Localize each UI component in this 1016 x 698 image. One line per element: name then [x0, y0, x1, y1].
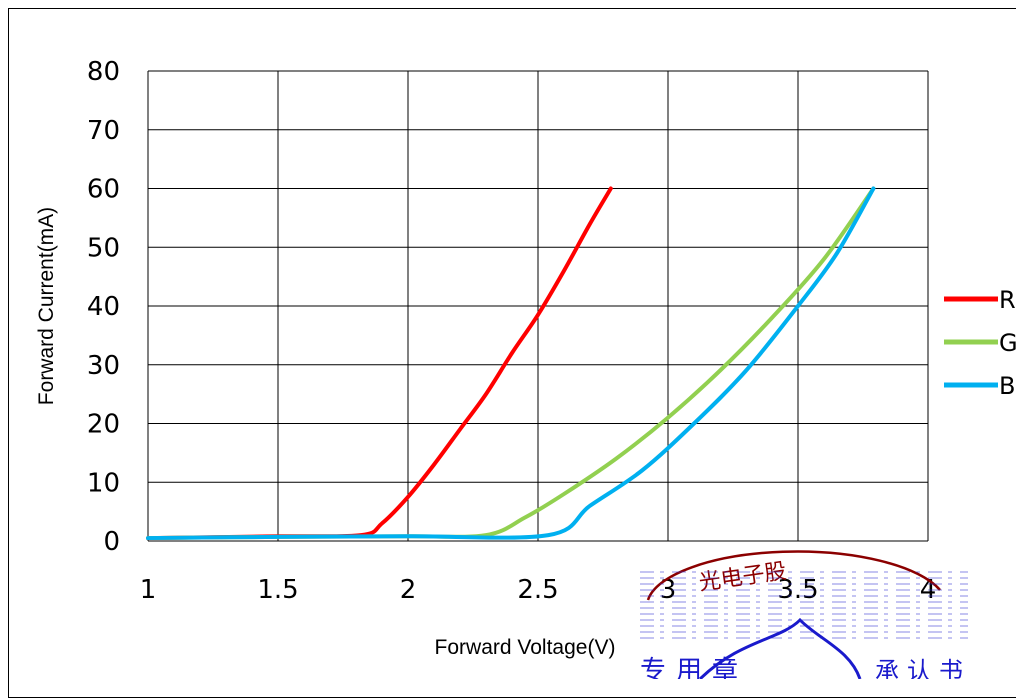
x-tick-label: 3: [660, 575, 677, 605]
legend-label-g: G: [999, 329, 1016, 357]
legend: RGB: [944, 286, 1016, 400]
series-lines: [146, 186, 876, 541]
y-tick-label: 0: [103, 527, 120, 557]
x-tick-label: 1.5: [257, 575, 298, 605]
y-axis-title: Forward Current(mA): [35, 207, 58, 405]
series-line-b: [146, 186, 876, 541]
y-tick-label: 60: [87, 175, 120, 205]
y-tick-label: 30: [87, 351, 120, 381]
x-axis-title: Forward Voltage(V): [435, 636, 616, 659]
x-tick-labels: 1 1.5 2 2.5 3 3.5 4: [140, 575, 937, 605]
stamp-side-text: 承认书: [875, 657, 971, 679]
legend-label-r: R: [999, 286, 1016, 314]
x-tick-label: 2.5: [517, 575, 558, 605]
y-tick-label: 70: [87, 116, 120, 146]
stamp-hatch: [640, 571, 968, 639]
y-tick-label: 50: [87, 233, 120, 263]
grid: [147, 70, 929, 542]
legend-label-b: B: [999, 372, 1015, 400]
series-line-r: [146, 186, 613, 541]
seal-stamp: 光电子股 专用章 承认书: [640, 550, 971, 679]
series-line-g: [146, 186, 876, 541]
y-tick-label: 80: [87, 57, 120, 87]
y-tick-label: 10: [87, 468, 120, 498]
x-tick-label: 2: [400, 575, 417, 605]
y-tick-label: 20: [87, 410, 120, 440]
stamp-bottom-text: 专用章: [640, 656, 748, 679]
y-tick-labels: 0 10 20 30 40 50 60 70 80: [87, 57, 120, 557]
x-tick-label: 1: [140, 575, 157, 605]
y-tick-label: 40: [87, 292, 120, 322]
